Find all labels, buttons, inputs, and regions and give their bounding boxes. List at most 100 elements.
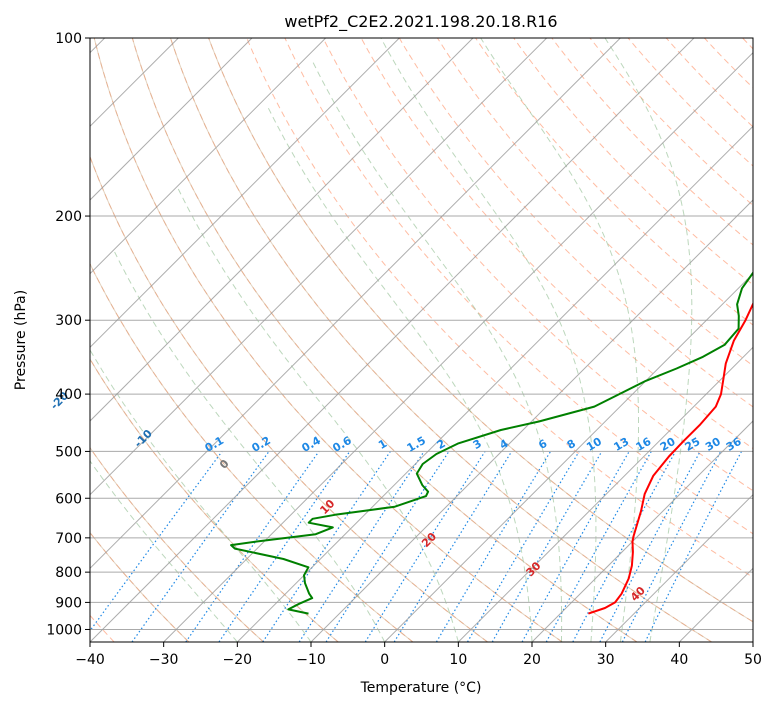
dry-adiabat-line bbox=[90, 358, 339, 642]
moist-adiabat-line bbox=[604, 38, 693, 642]
isotherm-gridlines bbox=[90, 38, 753, 642]
mixing-ratio-line bbox=[218, 451, 351, 642]
dry-adiabat-lines bbox=[90, 38, 753, 642]
isotherm-line bbox=[90, 38, 621, 570]
dry-adiabat-label: 20 bbox=[419, 530, 439, 550]
y-tick-label: 200 bbox=[55, 209, 82, 225]
moist-adiabat-line bbox=[266, 105, 533, 642]
x-tick-label: 0 bbox=[380, 652, 389, 668]
moist-adiabat-line bbox=[480, 38, 639, 642]
isotherm-line bbox=[457, 346, 753, 642]
isotherm-line bbox=[90, 38, 548, 496]
dry-adiabat-label: -10 bbox=[132, 427, 155, 450]
chart-title: wetPf2_C2E2.2021.198.20.18.R16 bbox=[284, 12, 557, 32]
y-tick-label: 600 bbox=[55, 491, 82, 507]
mixing-ratio-label: 3 bbox=[471, 437, 484, 452]
mixing-ratio-label: 6 bbox=[536, 437, 549, 452]
dry-adiabat-line bbox=[551, 38, 753, 246]
y-tick-label: 700 bbox=[55, 531, 82, 547]
dewpoint-profile-line bbox=[230, 271, 753, 615]
dry-adiabat-line bbox=[131, 38, 638, 642]
isotherm-line bbox=[90, 38, 695, 642]
x-axis-label: Temperature (°C) bbox=[360, 680, 482, 696]
dry-adiabat-line bbox=[398, 38, 753, 408]
mixing-ratio-line bbox=[298, 451, 425, 642]
x-tick-label: −30 bbox=[149, 652, 179, 668]
dry-adiabat-line bbox=[284, 38, 753, 535]
dry-adiabat-line bbox=[589, 38, 753, 206]
dry-adiabat-line bbox=[90, 446, 264, 642]
x-tick-label: −10 bbox=[296, 652, 326, 668]
mixing-ratio-line bbox=[90, 451, 223, 632]
dry-adiabat-line bbox=[93, 38, 563, 642]
isotherm-line bbox=[90, 38, 474, 422]
mixing-ratio-line bbox=[521, 451, 630, 642]
dry-adiabat-line bbox=[90, 155, 488, 642]
x-tick-label: −40 bbox=[75, 652, 105, 668]
plot-area-content bbox=[90, 38, 753, 642]
isotherm-line bbox=[90, 38, 400, 349]
dry-adiabat-label: 30 bbox=[524, 559, 544, 579]
y-tick-label: 900 bbox=[55, 595, 82, 611]
dry-adiabat-line bbox=[90, 155, 488, 642]
x-tick-label: 10 bbox=[449, 652, 467, 668]
mixing-ratio-line bbox=[185, 451, 320, 642]
mixing-ratio-line bbox=[572, 451, 677, 642]
mixing-ratio-line bbox=[325, 451, 450, 642]
dry-adiabat-line bbox=[513, 38, 753, 286]
dry-adiabat-line bbox=[360, 38, 753, 450]
dry-adiabat-line bbox=[742, 38, 753, 50]
dry-adiabat-line bbox=[90, 262, 414, 642]
dry-adiabat-label: 40 bbox=[628, 584, 648, 604]
y-tick-label: 100 bbox=[55, 31, 82, 47]
x-tick-label: −20 bbox=[223, 652, 253, 668]
mixing-ratio-line bbox=[644, 451, 743, 642]
dry-adiabat-line bbox=[246, 38, 753, 578]
mixing-ratio-line bbox=[435, 451, 552, 642]
isotherm-line bbox=[236, 125, 753, 642]
line-labels: 0.10.20.40.611.52346810131620253036-100-… bbox=[48, 389, 744, 604]
mixing-ratio-lines bbox=[90, 451, 743, 642]
dry-adiabat-label: 0 bbox=[217, 457, 232, 472]
moist-adiabat-line bbox=[177, 188, 459, 642]
dry-adiabat-line bbox=[475, 38, 753, 326]
isotherm-line bbox=[678, 567, 753, 642]
dry-adiabat-line bbox=[90, 531, 190, 642]
plot-frame bbox=[89, 37, 754, 643]
mixing-ratio-line bbox=[393, 451, 513, 642]
isotherm-line bbox=[384, 272, 753, 642]
dry-adiabat-line bbox=[703, 38, 753, 89]
mixing-ratio-line bbox=[621, 451, 722, 642]
mixing-ratio-line bbox=[466, 451, 580, 642]
x-tick-label: 40 bbox=[670, 652, 688, 668]
isotherm-line bbox=[90, 38, 253, 201]
dry-adiabat-line bbox=[627, 38, 753, 167]
isotherm-line bbox=[310, 199, 753, 642]
isotherm-line bbox=[163, 51, 753, 642]
y-tick-label: 500 bbox=[55, 444, 82, 460]
moist-adiabat-line bbox=[380, 38, 597, 642]
dry-adiabat-line bbox=[131, 38, 638, 642]
dry-adiabat-line bbox=[665, 38, 753, 128]
moist-adiabat-line bbox=[114, 251, 386, 642]
y-tick-label: 800 bbox=[55, 565, 82, 581]
mixing-ratio-line bbox=[262, 451, 391, 642]
isotherm-line bbox=[531, 420, 753, 642]
dry-adiabat-line bbox=[90, 358, 339, 642]
dry-adiabat-line bbox=[170, 38, 712, 642]
dry-adiabat-line bbox=[436, 38, 753, 367]
dry-adiabat-line bbox=[208, 38, 753, 623]
moist-adiabat-line bbox=[312, 62, 563, 642]
y-axis-label: Pressure (hPa) bbox=[13, 290, 29, 390]
temperature-profile-line bbox=[588, 301, 753, 615]
dry-adiabat-line bbox=[90, 262, 414, 642]
moist-adiabat-line bbox=[90, 348, 312, 642]
mixing-ratio-line bbox=[599, 451, 701, 642]
axis-ticks: −40 −30 −20 −10 0 10 20 30 40 5010020030040050060… bbox=[46, 31, 762, 668]
mixing-ratio-line bbox=[545, 451, 652, 642]
isotherm-line bbox=[752, 641, 753, 642]
isotherm-line bbox=[605, 493, 753, 642]
moist-adiabat-lines bbox=[90, 38, 693, 642]
y-tick-label: 1000 bbox=[46, 622, 82, 638]
moist-adiabat-line bbox=[90, 460, 238, 642]
